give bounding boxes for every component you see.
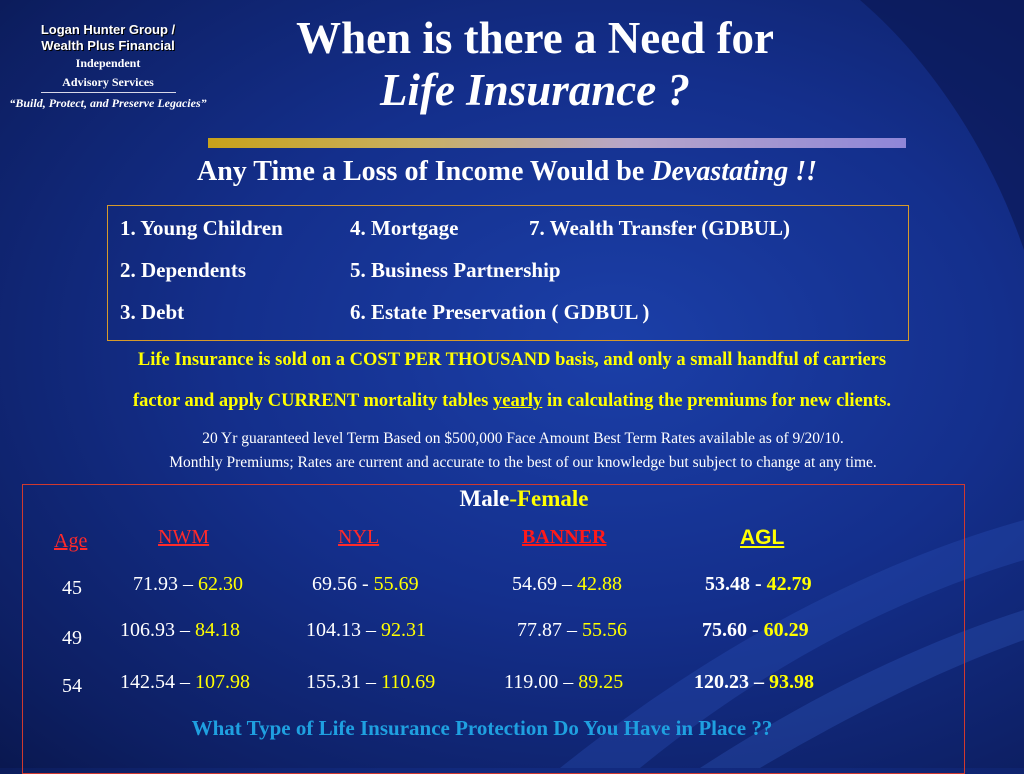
rate-cell-nwm: 106.93 – 84.18 (120, 619, 240, 641)
brand-subtitle-line1: Independent (75, 56, 141, 70)
need-item-wealth-transfer: 7. Wealth Transfer (GDBUL) (529, 216, 790, 240)
rate-basis-line1: 20 Yr guaranteed level Term Based on $50… (202, 430, 844, 447)
title-line1: When is there a Need for (296, 13, 774, 63)
heading-female: -Female (509, 486, 589, 511)
rate-cell-nwm: 71.93 – 62.30 (133, 573, 243, 595)
cost-note-line2: factor and apply CURRENT mortality table… (0, 391, 1024, 412)
need-item-young-children: 1. Young Children (120, 216, 283, 240)
rates-heading: Male-Female (0, 486, 1024, 512)
company-name-line2: Wealth Plus Financial (41, 38, 175, 53)
cost-note-line1: Life Insurance is sold on a COST PER THO… (137, 350, 887, 370)
brand-subtitle-line2: Advisory Services (62, 75, 154, 89)
brand-divider (40, 92, 176, 93)
rate-cell-banner: 119.00 – 89.25 (504, 671, 624, 693)
header-age: Age (54, 530, 88, 552)
slide-title: When is there a Need for Life Insurance … (210, 12, 860, 116)
header-nyl: NYL (338, 526, 380, 548)
header-agl: AGL (740, 526, 785, 549)
age-cell: 54 (62, 675, 82, 697)
protection-question: What Type of Life Insurance Protection D… (191, 716, 773, 740)
need-item-dependents: 2. Dependents (120, 258, 247, 282)
brand-block: Logan Hunter Group / Wealth Plus Financi… (8, 22, 208, 112)
rate-cell-agl: 120.23 – 93.98 (694, 671, 814, 693)
heading-male: Male (459, 486, 510, 511)
header-banner: BANNER (522, 526, 607, 548)
company-name-line1: Logan Hunter Group / (40, 22, 176, 37)
header-nwm: NWM (158, 526, 210, 548)
needs-box: 1. Young Children 2. Dependents 3. Debt … (107, 205, 909, 341)
headline-text: Any Time a Loss of Income Would be (197, 156, 645, 187)
need-item-estate-preservation: 6. Estate Preservation ( GDBUL ) (350, 300, 650, 324)
age-cell: 49 (62, 627, 82, 649)
cost-note-yearly: yearly (493, 391, 543, 411)
title-underline-bar (208, 138, 906, 148)
cost-note-line2-a: factor and apply CURRENT mortality table… (132, 391, 493, 411)
need-item-debt: 3. Debt (120, 300, 185, 324)
rate-cell-banner: 54.69 – 42.88 (512, 573, 622, 595)
rate-basis-line2: Monthly Premiums; Rates are current and … (169, 454, 877, 471)
rate-cell-nwm: 142.54 – 107.98 (120, 671, 250, 693)
rate-cell-banner: 77.87 – 55.56 (517, 619, 627, 641)
need-item-mortgage: 4. Mortgage (350, 216, 459, 240)
rate-cell-agl: 53.48 - 42.79 (705, 573, 812, 595)
rate-cell-nyl: 69.56 - 55.69 (312, 573, 419, 595)
title-line2: Life Insurance ? (379, 65, 690, 115)
rate-cell-nyl: 104.13 – 92.31 (306, 619, 426, 641)
rate-cell-agl: 75.60 - 60.29 (702, 619, 809, 641)
headline: Any Time a Loss of Income Would be Devas… (0, 156, 1014, 188)
headline-emphasis: Devastating !! (651, 156, 817, 187)
rate-cell-nyl: 155.31 – 110.69 (306, 671, 436, 693)
cost-note-line2-b: in calculating the premiums for new clie… (542, 391, 892, 411)
age-cell: 45 (62, 577, 82, 599)
need-item-business-partnership: 5. Business Partnership (350, 258, 561, 282)
brand-tagline: “Build, Protect, and Preserve Legacies” (9, 96, 207, 110)
